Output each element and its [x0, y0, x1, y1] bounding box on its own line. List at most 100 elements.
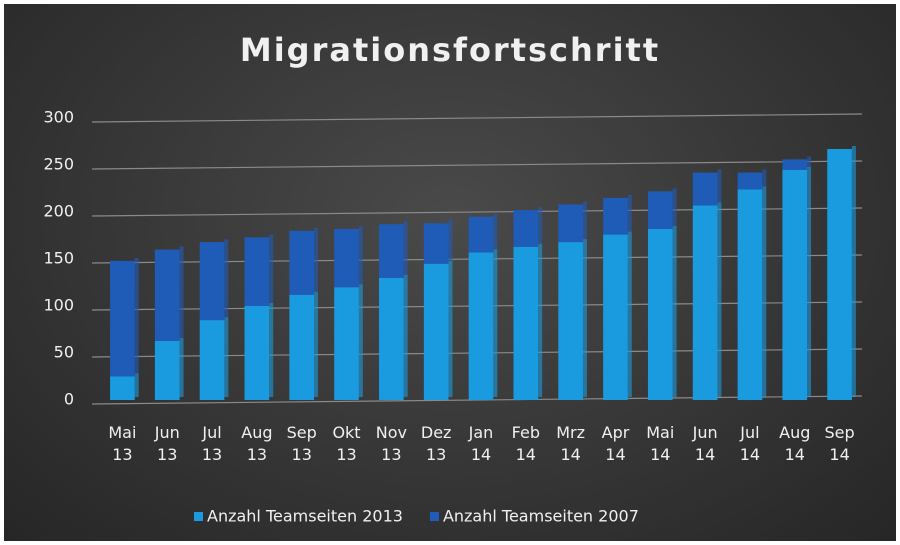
bar-side — [807, 156, 812, 167]
legend-swatch — [429, 512, 439, 521]
bar-side — [403, 274, 408, 397]
bar-side — [851, 146, 856, 397]
x-tick-label: Jan 14 — [468, 423, 494, 464]
bar-side — [762, 186, 767, 397]
bar-side — [314, 291, 319, 397]
bar-side — [538, 243, 543, 397]
bar — [558, 204, 583, 243]
legend-label: Anzahl Teamseiten 2013 — [207, 507, 403, 526]
bar-side — [314, 227, 319, 292]
legend-swatch — [194, 512, 203, 521]
bar — [647, 191, 673, 229]
bar-side — [358, 284, 363, 397]
bar — [737, 189, 763, 400]
bar — [110, 260, 135, 377]
bar-side — [672, 188, 677, 226]
bar-side — [269, 234, 274, 303]
bar-side — [269, 303, 274, 397]
x-tick-label: Jun 13 — [154, 423, 180, 464]
bar — [423, 263, 449, 400]
bar-side — [627, 231, 632, 397]
y-tick-label: 0 — [64, 390, 74, 409]
y-tick-label: 250 — [43, 155, 74, 174]
chart: Migrationsfortschritt 0 50 100 150 200 250 300… — [43, 31, 863, 526]
bar-side — [358, 225, 363, 285]
y-tick-label: 50 — [54, 343, 74, 362]
bar-side — [807, 166, 812, 397]
bar — [603, 234, 628, 400]
bar — [244, 237, 270, 306]
bar — [692, 205, 718, 400]
bar — [737, 172, 763, 190]
y-tick-label: 300 — [43, 108, 74, 127]
bar — [782, 169, 808, 400]
bar — [513, 210, 539, 247]
x-tick-label: Okt 13 — [332, 423, 361, 464]
bar — [468, 252, 494, 400]
x-tick-label: Mai 13 — [108, 423, 137, 464]
x-tick-label: Dez 13 — [420, 423, 452, 464]
bar-side — [224, 239, 229, 318]
bar — [199, 320, 225, 400]
bar-side — [582, 201, 587, 240]
bar-side — [493, 213, 498, 250]
bar — [468, 216, 494, 253]
x-tick-label: Sep 14 — [824, 423, 855, 464]
bar — [289, 294, 315, 400]
bar — [154, 340, 180, 400]
x-tick-label: Jun 14 — [692, 423, 718, 464]
bar-side — [448, 260, 453, 397]
bar — [782, 159, 808, 170]
bar — [244, 306, 270, 400]
y-tick-label: 200 — [43, 202, 74, 221]
bar — [334, 228, 359, 288]
x-tick-label: Sep 13 — [286, 423, 317, 464]
x-tick-label: Aug 14 — [779, 423, 811, 464]
y-tick-label: 100 — [43, 296, 74, 315]
bar — [110, 376, 135, 400]
bar-side — [717, 169, 722, 203]
grid-line — [91, 113, 863, 123]
bar — [379, 224, 404, 278]
bar-side — [672, 225, 677, 397]
chart-title: Migrationsfortschritt — [240, 31, 660, 69]
grid-line — [91, 160, 863, 170]
x-tick-label: Apr 14 — [601, 423, 630, 464]
bar-side — [179, 246, 184, 338]
bar-side — [134, 373, 139, 397]
bar-side — [582, 239, 587, 397]
bar — [379, 277, 404, 400]
x-tick-label: Nov 13 — [375, 423, 407, 464]
x-tick-label: Mai 14 — [646, 423, 675, 464]
chart-area: Migrationsfortschritt 0 50 100 150 200 250 300… — [4, 4, 896, 541]
bar — [513, 246, 539, 400]
x-tick-label: Jul 13 — [201, 423, 223, 464]
bar — [647, 228, 673, 400]
bar-side — [762, 169, 767, 187]
bar — [199, 242, 225, 321]
bar-side — [493, 249, 498, 397]
bar-side — [538, 207, 543, 244]
bar-side — [224, 317, 229, 397]
bar — [423, 223, 449, 264]
y-tick-label: 150 — [43, 249, 74, 268]
bar — [692, 172, 718, 206]
legend-label: Anzahl Teamseiten 2007 — [443, 507, 639, 526]
bar-side — [627, 194, 632, 232]
bar — [334, 287, 359, 400]
bar-side — [448, 220, 453, 261]
bar-side — [179, 337, 184, 397]
x-tick-label: Aug 13 — [241, 423, 273, 464]
x-tick-label: Feb 14 — [511, 423, 540, 464]
bar — [154, 249, 180, 341]
grid-line — [91, 207, 863, 217]
bar-side — [403, 221, 408, 275]
bar — [827, 149, 852, 400]
bar-side — [717, 202, 722, 397]
bar — [289, 230, 315, 295]
bar — [558, 242, 583, 400]
bar — [603, 197, 628, 235]
x-tick-label: Mrz 14 — [556, 423, 586, 464]
bar-side — [134, 257, 139, 374]
x-tick-label: Jul 14 — [739, 423, 761, 464]
